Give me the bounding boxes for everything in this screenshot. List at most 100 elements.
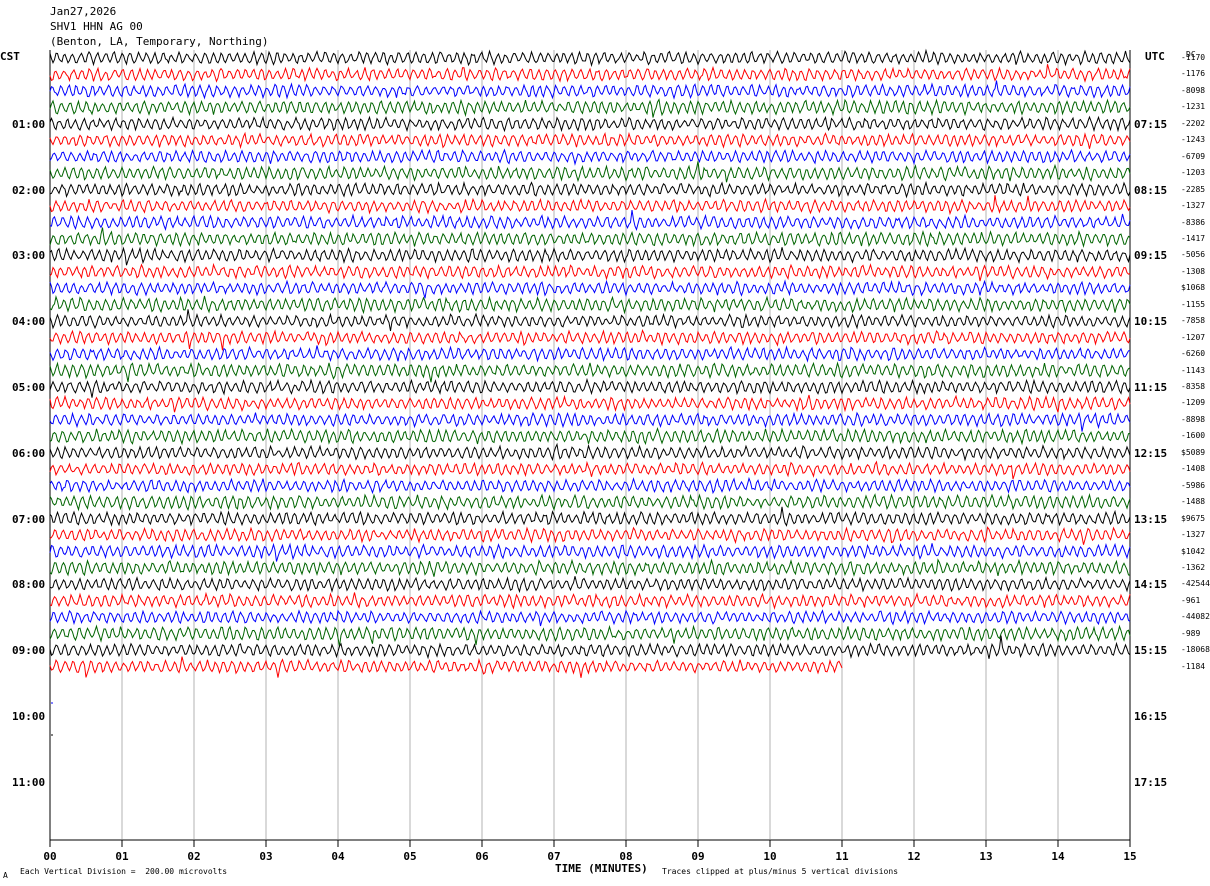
row-dc-offset: -8898 <box>1181 414 1206 424</box>
seismic-trace <box>49 98 1131 118</box>
row-dc-offset: -1243 <box>1181 135 1206 145</box>
right-timezone-label: UTC <box>1145 50 1165 63</box>
row-dc-offset: -1600 <box>1181 431 1206 441</box>
seismic-trace <box>49 80 1131 100</box>
row-dc-offset: -1207 <box>1181 332 1206 342</box>
seismic-trace <box>49 64 1131 83</box>
x-tick-label: 15 <box>1123 850 1136 863</box>
row-dc-offset: -1417 <box>1181 233 1206 243</box>
row-dc-offset: -1203 <box>1181 168 1206 178</box>
scale-note: Each Vertical Division = 200.00 microvol… <box>20 867 228 876</box>
row-dc-offset: $9675 <box>1181 513 1206 523</box>
seismic-trace <box>49 148 1131 166</box>
header-location: (Benton, LA, Temporary, Northing) <box>50 35 269 48</box>
hour-label-cst: 11:00 <box>12 775 46 789</box>
hour-label-cst: 02:00 <box>12 183 46 197</box>
hour-label-utc: 17:15 <box>1134 775 1168 789</box>
seismic-trace <box>49 195 1131 216</box>
clip-note: Traces clipped at plus/minus 5 vertical … <box>662 867 899 876</box>
seismic-trace <box>49 591 1131 610</box>
row-dc-offset: -1209 <box>1181 398 1206 408</box>
x-tick-label: 04 <box>331 850 345 863</box>
row-dc-offset: -1488 <box>1181 497 1206 507</box>
row-dc-offset: -1143 <box>1181 365 1206 375</box>
row-dc-offset: -1327 <box>1181 530 1206 540</box>
row-dc-offset: -1408 <box>1181 464 1206 474</box>
seismic-trace <box>49 131 1131 150</box>
row-dc-offset: -8098 <box>1181 85 1206 95</box>
x-tick-label: 02 <box>187 850 200 863</box>
hour-label-utc: 07:15 <box>1134 117 1168 131</box>
hour-label-utc: 11:15 <box>1134 381 1168 394</box>
seismic-trace <box>49 309 1131 331</box>
row-dc-offset: -8358 <box>1181 382 1206 391</box>
row-dc-offset: -18068 <box>1181 645 1210 655</box>
row-dc-offset: -1170 <box>1181 53 1206 62</box>
x-tick-label: 09 <box>691 850 704 863</box>
corner-mark: A <box>3 871 8 880</box>
seismic-trace <box>49 345 1131 363</box>
hour-label-utc: 08:15 <box>1134 183 1168 197</box>
x-tick-label: 00 <box>43 850 56 863</box>
row-dc-offset: -42544 <box>1181 579 1210 589</box>
seismic-trace <box>49 279 1131 299</box>
x-tick-label: 07 <box>547 850 560 863</box>
row-dc-offset: -6709 <box>1181 151 1206 161</box>
dc-offset-header: DC <box>1186 50 1196 59</box>
row-dc-offset: -8386 <box>1181 217 1206 227</box>
x-axis-title: TIME (MINUTES) <box>555 862 648 875</box>
hour-label-cst: 04:00 <box>12 315 46 329</box>
seismic-trace <box>49 609 1131 627</box>
row-dc-offset: $1068 <box>1181 283 1206 293</box>
row-dc-offset: -5986 <box>1181 480 1206 490</box>
x-tick-label: 08 <box>619 850 632 863</box>
seismic-trace <box>49 262 1131 282</box>
seismic-trace <box>49 227 1131 249</box>
seismic-trace <box>49 476 1131 495</box>
seismic-trace <box>49 442 1131 462</box>
row-dc-offset: -1176 <box>1181 69 1206 79</box>
row-dc-offset: -1362 <box>1181 562 1206 572</box>
row-dc-offset: -1327 <box>1181 201 1206 211</box>
seismic-trace <box>49 161 1131 183</box>
x-tick-label: 14 <box>1051 850 1065 863</box>
seismic-trace <box>49 460 1131 480</box>
x-tick-label: 03 <box>259 850 272 863</box>
seismic-trace <box>49 656 843 678</box>
x-tick-label: 05 <box>403 850 416 863</box>
hour-label-utc: 12:15 <box>1134 446 1168 460</box>
hour-label-cst: 06:00 <box>12 446 46 460</box>
seismic-trace <box>49 210 1131 232</box>
seismic-trace <box>49 624 1131 647</box>
x-tick-label: 01 <box>115 850 129 863</box>
hour-label-cst: 01:00 <box>12 117 46 131</box>
row-dc-offset: -7858 <box>1181 316 1206 326</box>
seismic-trace <box>49 361 1131 383</box>
hour-label-cst: 05:00 <box>12 381 46 394</box>
seismic-trace <box>49 526 1131 545</box>
x-tick-label: 11 <box>835 850 849 863</box>
x-tick-label: 13 <box>979 850 992 863</box>
row-dc-offset: -2285 <box>1181 184 1206 194</box>
row-dc-offset: -1308 <box>1181 266 1206 276</box>
row-dc-offset: -989 <box>1181 628 1201 638</box>
hour-label-utc: 14:15 <box>1134 578 1168 592</box>
seismic-trace <box>49 576 1131 594</box>
hour-label-cst: 07:00 <box>12 512 46 526</box>
x-tick-label: 06 <box>475 850 489 863</box>
x-tick-label: 12 <box>907 850 920 863</box>
seismic-trace <box>49 115 1131 133</box>
seismic-trace <box>49 506 1131 527</box>
hour-label-utc: 13:15 <box>1134 512 1168 526</box>
row-dc-offset: -1184 <box>1181 661 1206 671</box>
row-dc-offset: -1155 <box>1181 299 1206 309</box>
header-station: SHV1 HHN AG 00 <box>50 20 143 33</box>
seismic-trace <box>49 542 1131 562</box>
row-dc-offset: -5056 <box>1181 250 1206 260</box>
hour-label-cst: 08:00 <box>12 578 46 592</box>
hour-label-utc: 15:15 <box>1134 644 1168 658</box>
x-tick-label: 10 <box>763 850 776 863</box>
seismic-trace <box>49 180 1131 199</box>
row-dc-offset: $5089 <box>1181 447 1206 457</box>
